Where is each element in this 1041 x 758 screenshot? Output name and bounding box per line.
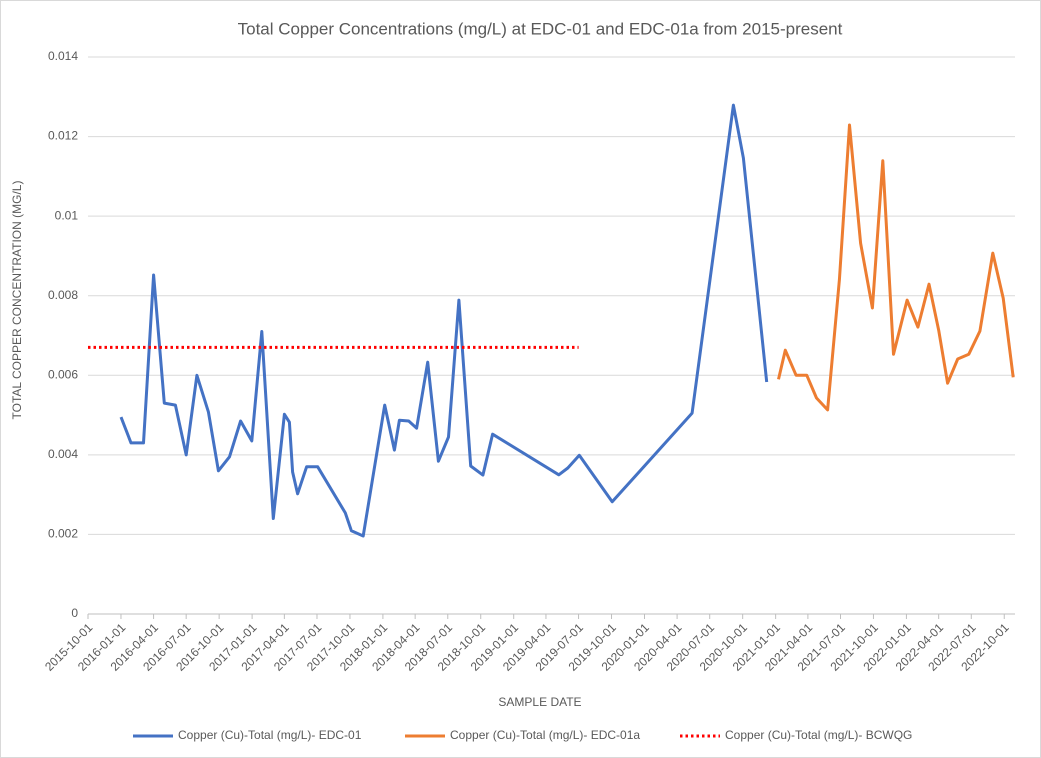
series-line — [777, 123, 1015, 412]
y-tick-label: 0.004 — [48, 447, 78, 461]
y-tick-label: 0 — [71, 606, 78, 620]
y-tick-label: 0.014 — [48, 49, 78, 63]
chart-title: Total Copper Concentrations (mg/L) at ED… — [238, 19, 843, 38]
x-axis-label: SAMPLE DATE — [498, 695, 581, 709]
y-tick-label: 0.002 — [48, 527, 78, 541]
legend-label: Copper (Cu)-Total (mg/L)- BCWQG — [725, 728, 912, 742]
y-tick-label: 0.012 — [48, 129, 78, 143]
legend-label: Copper (Cu)-Total (mg/L)- EDC-01 — [178, 728, 362, 742]
y-tick-label: 0.01 — [55, 208, 79, 222]
y-tick-label: 0.006 — [48, 367, 78, 381]
legend-label: Copper (Cu)-Total (mg/L)- EDC-01a — [450, 728, 640, 742]
y-axis-label: TOTAL COPPER CONCENTRATION (MG/L) — [10, 181, 24, 420]
y-tick-label: 0.008 — [48, 288, 78, 302]
series-line — [119, 103, 769, 538]
